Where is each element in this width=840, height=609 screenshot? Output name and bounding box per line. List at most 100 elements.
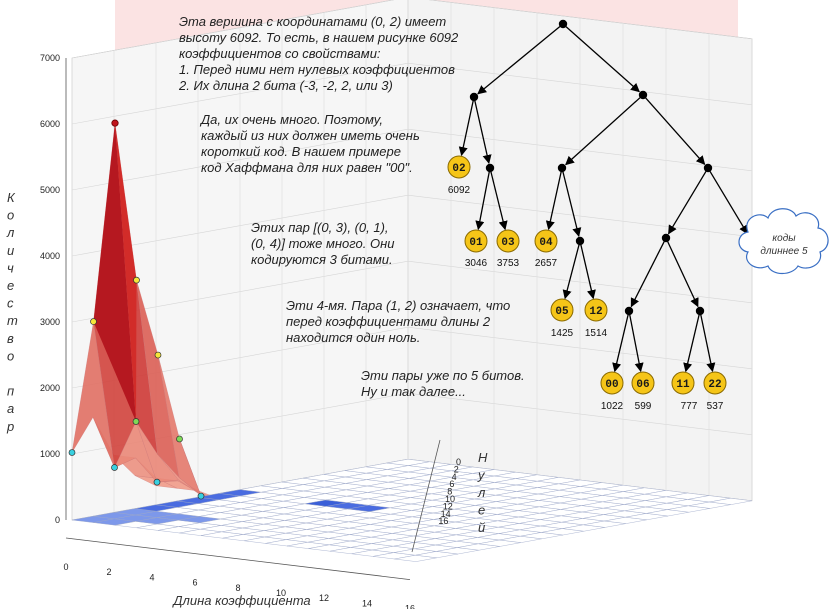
- z-axis-label-letter: в: [7, 331, 14, 346]
- tree-edge: [562, 171, 582, 238]
- y-tick-label: 14: [441, 509, 451, 519]
- floor-cell: [709, 497, 753, 505]
- annotation-four-line: находится один ноль.: [286, 330, 421, 345]
- leaf-node-11: [671, 371, 695, 395]
- y-tick-label: 8: [447, 487, 452, 497]
- tree-edge: [612, 314, 629, 373]
- data-point: [197, 492, 205, 500]
- annotation-vertex-line: Эта вершина с координатами (0, 2) имеет: [179, 14, 447, 29]
- annotation-four-line: перед коэффициентами длины 2: [286, 314, 491, 329]
- cloud-longer-codes: коды длиннее 5: [738, 208, 829, 275]
- z-tick-label: 5000: [40, 185, 60, 195]
- y-tick-label: 6: [449, 479, 454, 489]
- annotation-vertex-line: высоту 6092. То есть, в нашем рисунке 60…: [179, 30, 459, 45]
- leaf-count: 1425: [551, 328, 574, 339]
- z-tick-label: 3000: [40, 317, 60, 327]
- annotation-pairs: Этих пар [(0, 3), (0, 1), (0, 4)] тоже м…: [251, 220, 431, 268]
- y-axis-label-letter: е: [478, 503, 485, 518]
- leaf-count: 777: [681, 401, 698, 412]
- y-tick-label: 10: [445, 494, 455, 504]
- tree-leaves: 02 6092 01 3046 03 3753 04 2657 05 1425 12 1514 00 10…: [447, 155, 727, 412]
- leaf-count: 599: [635, 401, 652, 412]
- z-tick-label: 4000: [40, 251, 60, 261]
- annotation-many-line: каждый из них должен иметь очень: [201, 128, 420, 143]
- tree-edge: [700, 314, 716, 373]
- leaf-count: 3046: [465, 258, 488, 269]
- data-point: [153, 478, 161, 486]
- x-tick-label: 8: [235, 583, 240, 593]
- leaf-node-01: [464, 229, 488, 253]
- leaf-node-03: [496, 229, 520, 253]
- leaf-code: 11: [676, 379, 690, 391]
- tree-nodes: [469, 19, 713, 316]
- x-axis-label: Длина коэффициента: [171, 593, 310, 608]
- tree-edge: [580, 244, 596, 300]
- leaf-count: 6092: [448, 185, 471, 196]
- y-axis-label-letter: Н: [478, 450, 488, 465]
- tree-edge: [630, 241, 665, 308]
- annotation-many-line: Да, их очень много. Поэтому,: [201, 112, 383, 127]
- tree-edge: [490, 171, 508, 231]
- annotation-five: Эти пары уже по 5 битов. Ну и так далее.…: [361, 368, 541, 400]
- y-axis-line: [411, 439, 441, 553]
- tree-edge: [458, 100, 474, 157]
- z-axis-label-letter: о: [7, 348, 14, 363]
- y-axis-label-letter: у: [477, 468, 486, 483]
- leaf-node-00: [600, 371, 624, 395]
- peak-face-left: [93, 123, 136, 422]
- peak-point: [111, 119, 119, 127]
- tree-internal-node: [485, 163, 495, 173]
- z-axis-label-letter: а: [7, 401, 14, 416]
- tree-edge: [565, 26, 640, 93]
- leaf-count: 1022: [601, 401, 624, 412]
- z-tick-label: 1000: [40, 449, 60, 459]
- tree-edge: [475, 171, 490, 231]
- z-axis-label-letter: е: [7, 278, 14, 293]
- leaf-code: 02: [452, 163, 465, 175]
- y-tick-label: 4: [452, 472, 457, 482]
- tree-edge: [629, 314, 644, 373]
- leaf-code: 22: [708, 379, 721, 391]
- y-tick-label: 16: [438, 516, 448, 526]
- z-gridline: [71, 0, 753, 59]
- z-tick-label: 0: [55, 515, 60, 525]
- z-axis-label-letter: и: [7, 243, 14, 258]
- x-tick-label: 10: [276, 588, 286, 598]
- leaf-count: 1514: [585, 328, 608, 339]
- y-tick-label: 2: [454, 464, 459, 474]
- tree-internal-node: [558, 19, 568, 29]
- tree-internal-node: [695, 306, 705, 316]
- z-axis-label-letter: о: [7, 208, 14, 223]
- tree-internal-node: [557, 163, 567, 173]
- data-point: [111, 464, 118, 471]
- y-axis-label-letter: й: [478, 520, 485, 535]
- tree-internal-node: [624, 306, 634, 316]
- x-tick-label: 4: [149, 572, 154, 582]
- chart-ticks: 0100020003000400050006000700002468101214…: [40, 53, 461, 609]
- data-point: [133, 276, 140, 284]
- leaf-node-06: [631, 371, 655, 395]
- x-tick-label: 6: [192, 578, 197, 588]
- z-axis-label-letter: п: [7, 384, 14, 399]
- x-tick-label: 16: [405, 604, 415, 609]
- annotation-pairs-line: (0, 4)] тоже много. Они: [251, 236, 395, 251]
- annotation-many-line: код Хаффмана для них равен "00".: [201, 160, 413, 175]
- y-axis-label-letter: л: [477, 485, 486, 500]
- tree-edge: [565, 97, 641, 166]
- annotation-pairs-line: Этих пар [(0, 3), (0, 1),: [251, 220, 389, 235]
- annotation-vertex-line: 2. Их длина 2 бита (-3, -2, 2, или 3): [179, 78, 393, 93]
- leaf-count: 2657: [535, 258, 558, 269]
- leaf-code: 01: [469, 237, 483, 249]
- z-axis-label-letter: К: [7, 190, 16, 205]
- z-axis-label-letter: т: [7, 313, 18, 328]
- tree-edges: [458, 26, 748, 373]
- leaf-node-22: [703, 371, 727, 395]
- cloud-text: коды: [772, 233, 796, 244]
- cloud-text: длиннее 5: [760, 246, 808, 257]
- annotation-many-line: короткий код. В нашем примере: [201, 144, 401, 159]
- annotation-vertex-line: коэффициентов со свойствами:: [179, 46, 381, 61]
- y-tick-label: 0: [456, 457, 461, 467]
- leaf-node-02: [447, 155, 471, 179]
- annotation-five-line: Ну и так далее...: [361, 384, 466, 399]
